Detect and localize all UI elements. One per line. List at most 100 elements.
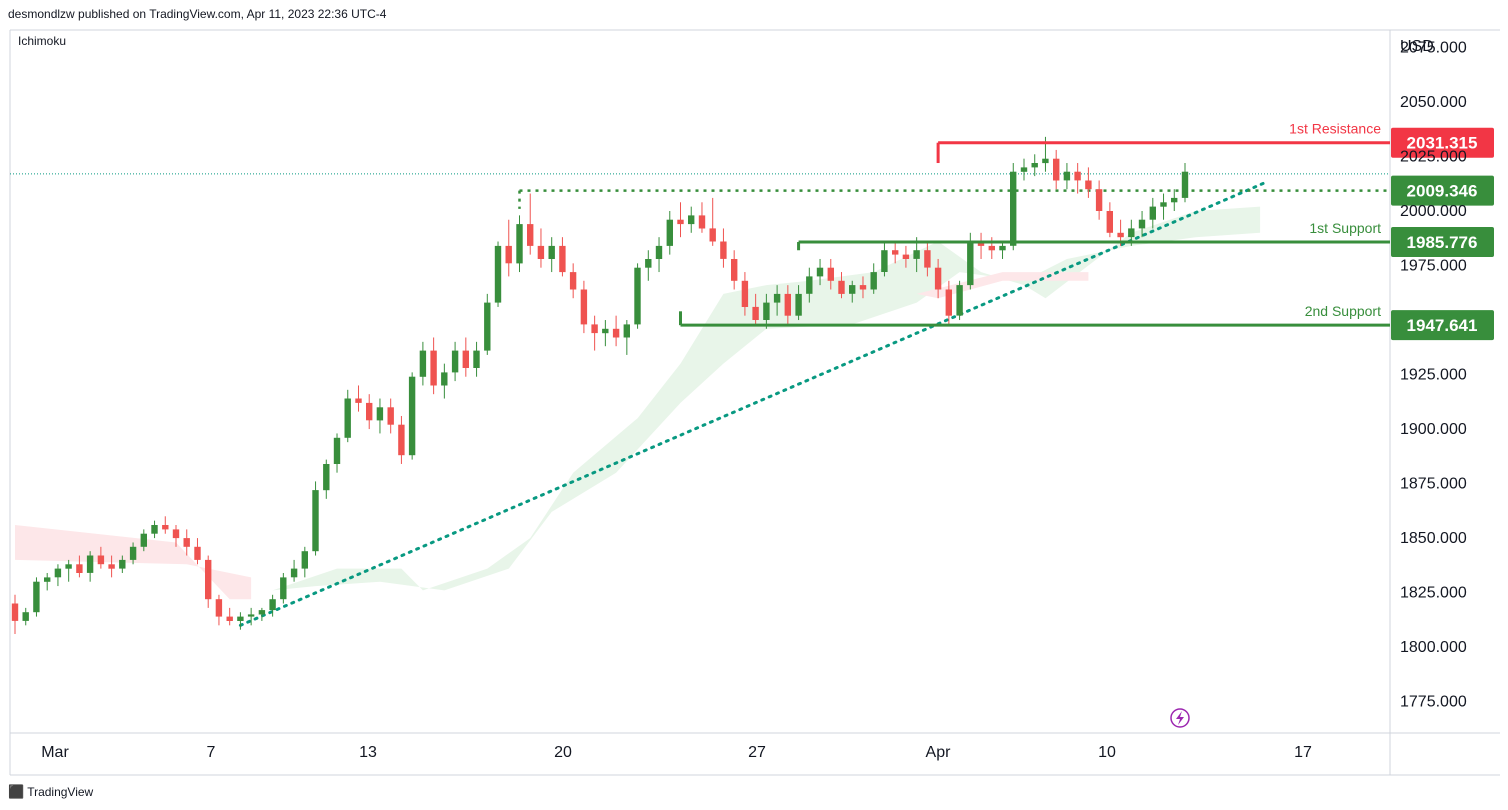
candle[interactable] <box>344 389 351 443</box>
candle[interactable] <box>1181 163 1189 203</box>
candle[interactable] <box>752 293 759 325</box>
candle[interactable] <box>1106 202 1113 238</box>
candle[interactable] <box>784 285 791 325</box>
candle[interactable] <box>312 481 319 556</box>
candle[interactable] <box>398 415 405 464</box>
candle[interactable] <box>22 607 29 626</box>
candle[interactable] <box>892 241 899 264</box>
candle[interactable] <box>1010 163 1017 251</box>
candle[interactable] <box>205 555 212 608</box>
candle[interactable] <box>763 293 770 329</box>
candle[interactable] <box>419 341 427 386</box>
candle[interactable] <box>1063 163 1071 190</box>
candle[interactable] <box>988 237 995 259</box>
candle[interactable] <box>44 572 51 591</box>
candle[interactable] <box>612 315 620 347</box>
candle[interactable] <box>280 572 287 604</box>
candle[interactable] <box>548 237 555 273</box>
candle[interactable] <box>924 241 931 277</box>
candle[interactable] <box>494 241 502 307</box>
candle[interactable] <box>634 263 641 329</box>
candle[interactable] <box>151 520 158 539</box>
candle[interactable] <box>537 228 545 268</box>
candle[interactable] <box>934 258 942 299</box>
candle[interactable] <box>688 206 695 233</box>
candle[interactable] <box>215 594 223 626</box>
candle[interactable] <box>527 193 534 255</box>
candle[interactable] <box>838 272 845 299</box>
candle[interactable] <box>376 398 384 434</box>
candle[interactable] <box>65 559 72 582</box>
level-1st-support[interactable]: 1st Support 1985.776 <box>797 220 1494 258</box>
candle[interactable] <box>505 219 512 277</box>
candle[interactable] <box>247 607 255 626</box>
candle[interactable] <box>258 607 266 621</box>
candle[interactable] <box>462 337 469 377</box>
candle[interactable] <box>355 385 362 412</box>
candle[interactable] <box>806 267 813 303</box>
candle[interactable] <box>76 555 83 578</box>
candle[interactable] <box>816 258 824 286</box>
candle[interactable] <box>290 559 298 582</box>
candle[interactable] <box>602 320 609 347</box>
candle[interactable] <box>731 250 738 290</box>
candle[interactable] <box>226 607 233 626</box>
candle[interactable] <box>408 372 416 460</box>
lightning-icon[interactable] <box>1170 708 1190 728</box>
candle[interactable] <box>977 232 985 259</box>
candle[interactable] <box>773 285 781 316</box>
level-current[interactable]: 2009.346 <box>1391 175 1494 206</box>
candle[interactable] <box>1085 167 1092 198</box>
tradingview-logo-icon[interactable]: ⬛ <box>8 784 24 799</box>
candle[interactable] <box>1020 158 1028 181</box>
candle[interactable] <box>666 210 673 255</box>
candle[interactable] <box>849 280 856 303</box>
candle[interactable] <box>881 241 888 277</box>
candle[interactable] <box>323 459 330 499</box>
candle[interactable] <box>194 538 201 565</box>
candle[interactable] <box>33 577 40 617</box>
candle[interactable] <box>1149 197 1156 229</box>
candle[interactable] <box>902 245 910 268</box>
candle[interactable] <box>870 263 877 294</box>
candle[interactable] <box>451 341 459 382</box>
footer-brand[interactable]: TradingView <box>27 785 94 799</box>
candle[interactable] <box>1171 189 1178 211</box>
candle[interactable] <box>269 594 276 617</box>
candle[interactable] <box>591 315 598 351</box>
candle[interactable] <box>720 228 727 268</box>
candle[interactable] <box>1095 180 1103 220</box>
candle[interactable] <box>709 197 716 246</box>
candle[interactable] <box>645 250 652 281</box>
candle[interactable] <box>237 612 244 630</box>
candle[interactable] <box>86 551 94 582</box>
candle[interactable] <box>366 394 373 430</box>
candle[interactable] <box>430 337 437 395</box>
candle[interactable] <box>1053 149 1060 190</box>
level-2nd-support[interactable]: 2nd Support 1947.641 <box>679 303 1494 341</box>
candle[interactable] <box>441 363 448 399</box>
candle[interactable] <box>97 546 105 569</box>
candle[interactable] <box>1074 163 1081 194</box>
candle[interactable] <box>119 555 126 573</box>
level-1st-resistance[interactable]: 1st Resistance 2031.315 <box>936 121 1494 164</box>
candle[interactable] <box>1160 193 1167 220</box>
candle[interactable] <box>677 202 684 238</box>
candle[interactable] <box>387 398 394 434</box>
candle[interactable] <box>516 215 523 273</box>
candle[interactable] <box>569 263 577 299</box>
candle[interactable] <box>140 529 147 552</box>
candle[interactable] <box>162 516 169 534</box>
candle[interactable] <box>741 272 749 316</box>
candle[interactable] <box>484 293 491 355</box>
candle[interactable] <box>183 529 190 556</box>
candle[interactable] <box>559 237 566 277</box>
candle[interactable] <box>333 433 341 473</box>
candle[interactable] <box>172 525 180 547</box>
candle[interactable] <box>859 276 867 299</box>
candle[interactable] <box>795 285 802 321</box>
candle[interactable] <box>580 280 588 334</box>
candle[interactable] <box>999 241 1006 259</box>
candle[interactable] <box>655 237 663 273</box>
candle[interactable] <box>956 280 963 321</box>
